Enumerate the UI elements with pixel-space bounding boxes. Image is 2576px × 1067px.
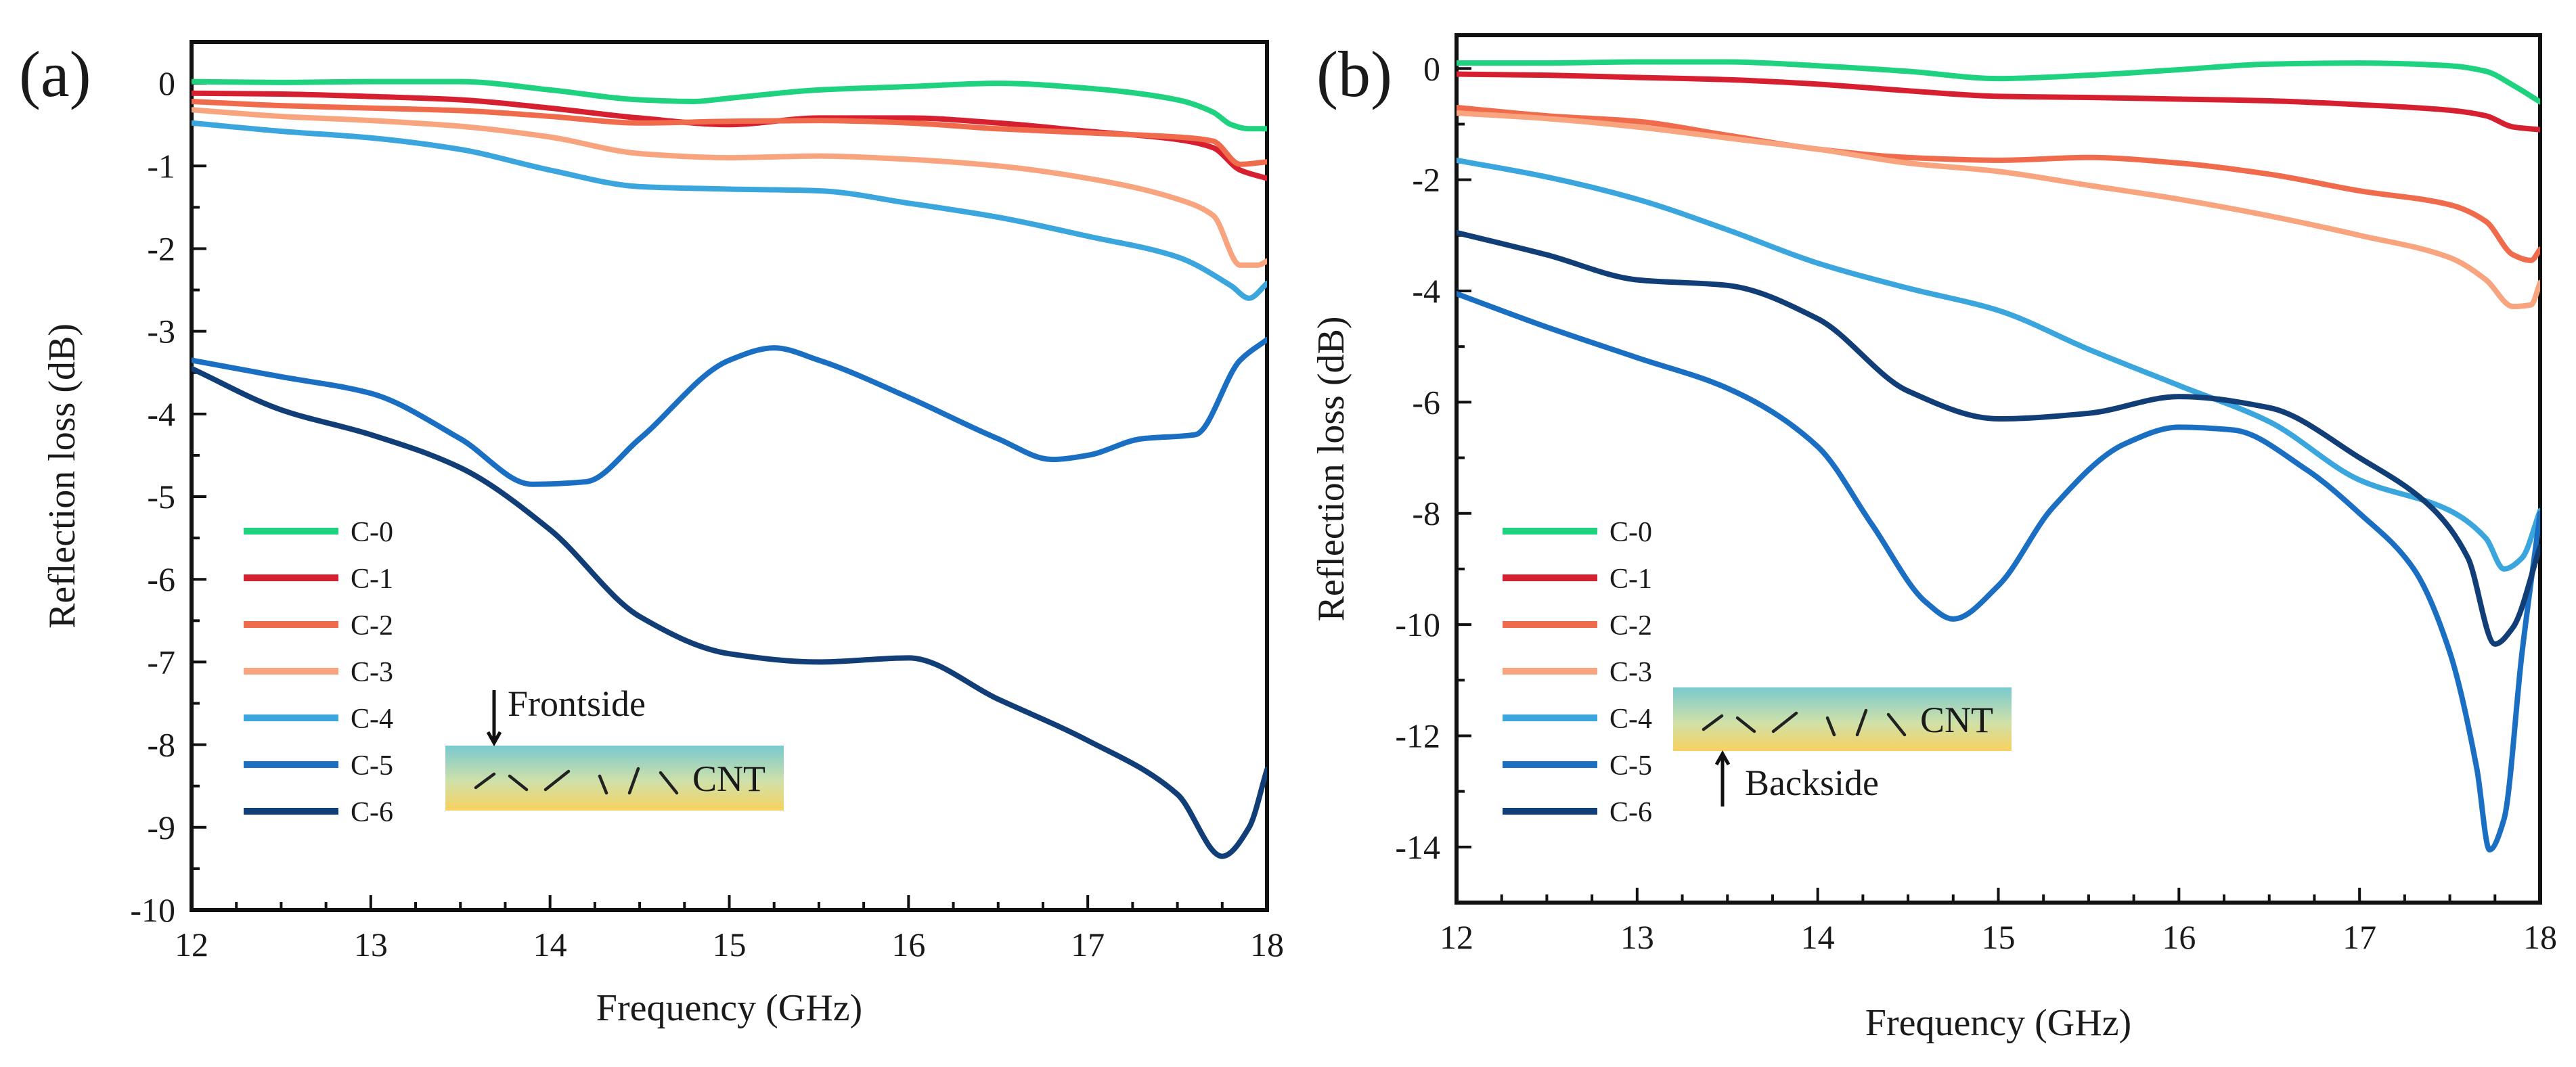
y-tick-label: -12 xyxy=(1395,717,1440,754)
x-axis-title: Frequency (GHz) xyxy=(1865,1002,2131,1044)
y-axis: 0 -2 -4 -6 -8 -10 -12 -14 Reflection loss (dB) xyxy=(1310,49,1471,866)
y-tick-label: -4 xyxy=(1412,272,1440,310)
panel-label: (b) xyxy=(1316,38,1392,110)
legend-label: C-4 xyxy=(351,704,393,735)
panel-label: (a) xyxy=(19,38,91,110)
legend-label: C-3 xyxy=(351,657,393,688)
y-tick-label: -5 xyxy=(147,478,175,516)
x-tick-label: 12 xyxy=(175,926,208,963)
series-line-c-1 xyxy=(1457,71,2540,133)
cnt-stick xyxy=(1855,708,1868,737)
series-line-c-4 xyxy=(1457,157,2540,572)
inset-schematic: CNT Frontside xyxy=(445,683,784,811)
side-label: Frontside xyxy=(508,683,646,724)
x-tick-label: 18 xyxy=(1250,926,1284,963)
series-line-c-6 xyxy=(192,365,1267,859)
series-line-c-3 xyxy=(192,107,1267,268)
x-tick-label: 13 xyxy=(1620,918,1654,956)
series-group xyxy=(192,78,1267,859)
cnt-stick xyxy=(1825,716,1836,737)
panel-a: 12 13 14 15 16 17 18 Frequency (GHz) 0 -1 -2 -3 -4 -5… xyxy=(19,38,1284,1029)
cnt-stick xyxy=(1771,711,1798,733)
series-line-c-0 xyxy=(192,78,1267,132)
y-axis: 0 -1 -2 -3 -4 -5 -6 -7 -8 -9 -10 Reflection loss (d… xyxy=(41,64,206,929)
series-line-c-6 xyxy=(1457,229,2540,647)
x-tick-label: 15 xyxy=(1982,918,2016,956)
panel-b: 12 13 14 15 16 17 18 Frequency (GHz) 0 -2 -4 -6 -8 -1… xyxy=(1310,33,2557,1044)
cnt-label: CNT xyxy=(1920,700,1993,740)
legend-label: C-1 xyxy=(351,564,393,595)
x-tick-label: 14 xyxy=(1801,918,1835,956)
x-axis: 12 13 14 15 16 17 18 Frequency (GHz) xyxy=(175,895,1284,1029)
y-tick-label: -8 xyxy=(1412,495,1440,532)
y-tick-label: -3 xyxy=(147,313,175,350)
x-tick-label: 17 xyxy=(1071,926,1105,963)
cnt-stick xyxy=(627,767,640,795)
y-tick-label: 0 xyxy=(1423,49,1440,87)
y-tick-label: -2 xyxy=(147,229,175,267)
legend-label: C-4 xyxy=(1609,704,1652,735)
legend-label: C-2 xyxy=(351,610,393,641)
x-tick-label: 12 xyxy=(1440,918,1473,956)
film-layer xyxy=(445,746,784,811)
cnt-stick xyxy=(1702,714,1724,731)
cnt-stick xyxy=(598,774,608,795)
side-arrow-head xyxy=(486,731,502,747)
series-line-c-2 xyxy=(192,98,1267,167)
side-arrow-head xyxy=(1714,750,1731,766)
series-line-c-2 xyxy=(1457,104,2540,263)
y-tick-label: -1 xyxy=(147,147,175,185)
y-tick-label: -10 xyxy=(130,891,175,929)
y-tick-label: -6 xyxy=(1412,383,1440,421)
legend-label: C-3 xyxy=(1609,657,1652,688)
y-tick-label: -14 xyxy=(1395,828,1440,866)
y-axis-title: Reflection loss (dB) xyxy=(41,323,83,629)
legend-label: C-1 xyxy=(1609,564,1652,595)
inset-schematic: CNT Backside xyxy=(1673,687,2012,807)
y-tick-label: -2 xyxy=(1412,161,1440,199)
side-label: Backside xyxy=(1745,763,1879,803)
x-tick-label: 17 xyxy=(2342,918,2376,956)
cnt-stick xyxy=(659,771,679,795)
x-tick-label: 16 xyxy=(2162,918,2196,956)
series-line-c-4 xyxy=(192,120,1267,301)
y-tick-label: -9 xyxy=(147,809,175,846)
x-tick-label: 18 xyxy=(2523,918,2557,956)
y-tick-label: -4 xyxy=(147,395,175,433)
series-line-c-5 xyxy=(1457,291,2540,853)
cnt-stick xyxy=(543,769,571,792)
x-tick-label: 14 xyxy=(533,926,567,963)
cnt-stick xyxy=(1735,716,1756,733)
y-tick-label: 0 xyxy=(158,64,175,102)
y-tick-label: -10 xyxy=(1395,606,1440,643)
legend: C-0 C-1 C-2 C-3 C-4 C-5 C-6 xyxy=(244,517,393,828)
series-line-c-5 xyxy=(192,336,1267,487)
cnt-stick xyxy=(1886,712,1907,737)
y-tick-label: -8 xyxy=(147,726,175,764)
cnt-stick xyxy=(474,772,496,790)
legend-label: C-6 xyxy=(351,797,393,828)
legend-label: C-0 xyxy=(1609,517,1652,548)
legend: C-0 C-1 C-2 C-3 C-4 C-5 C-6 xyxy=(1503,517,1652,828)
cnt-stick xyxy=(508,774,529,792)
x-axis-title: Frequency (GHz) xyxy=(596,987,862,1029)
series-line-c-0 xyxy=(1457,59,2540,105)
x-axis: 12 13 14 15 16 17 18 Frequency (GHz) xyxy=(1440,888,2557,1044)
x-tick-label: 13 xyxy=(354,926,388,963)
legend-label: C-2 xyxy=(1609,610,1652,641)
y-tick-label: -7 xyxy=(147,643,175,681)
series-group xyxy=(1457,59,2540,853)
y-axis-title: Reflection loss (dB) xyxy=(1310,316,1352,621)
series-line-c-3 xyxy=(1457,110,2540,310)
x-tick-label: 16 xyxy=(891,926,925,963)
film-layer xyxy=(1673,687,2012,751)
legend-label: C-5 xyxy=(351,750,393,781)
legend-label: C-6 xyxy=(1609,797,1652,828)
y-tick-label: -6 xyxy=(147,560,175,598)
legend-label: C-0 xyxy=(351,517,393,548)
x-tick-label: 15 xyxy=(713,926,747,963)
cnt-label: CNT xyxy=(692,758,765,799)
legend-label: C-5 xyxy=(1609,750,1652,781)
